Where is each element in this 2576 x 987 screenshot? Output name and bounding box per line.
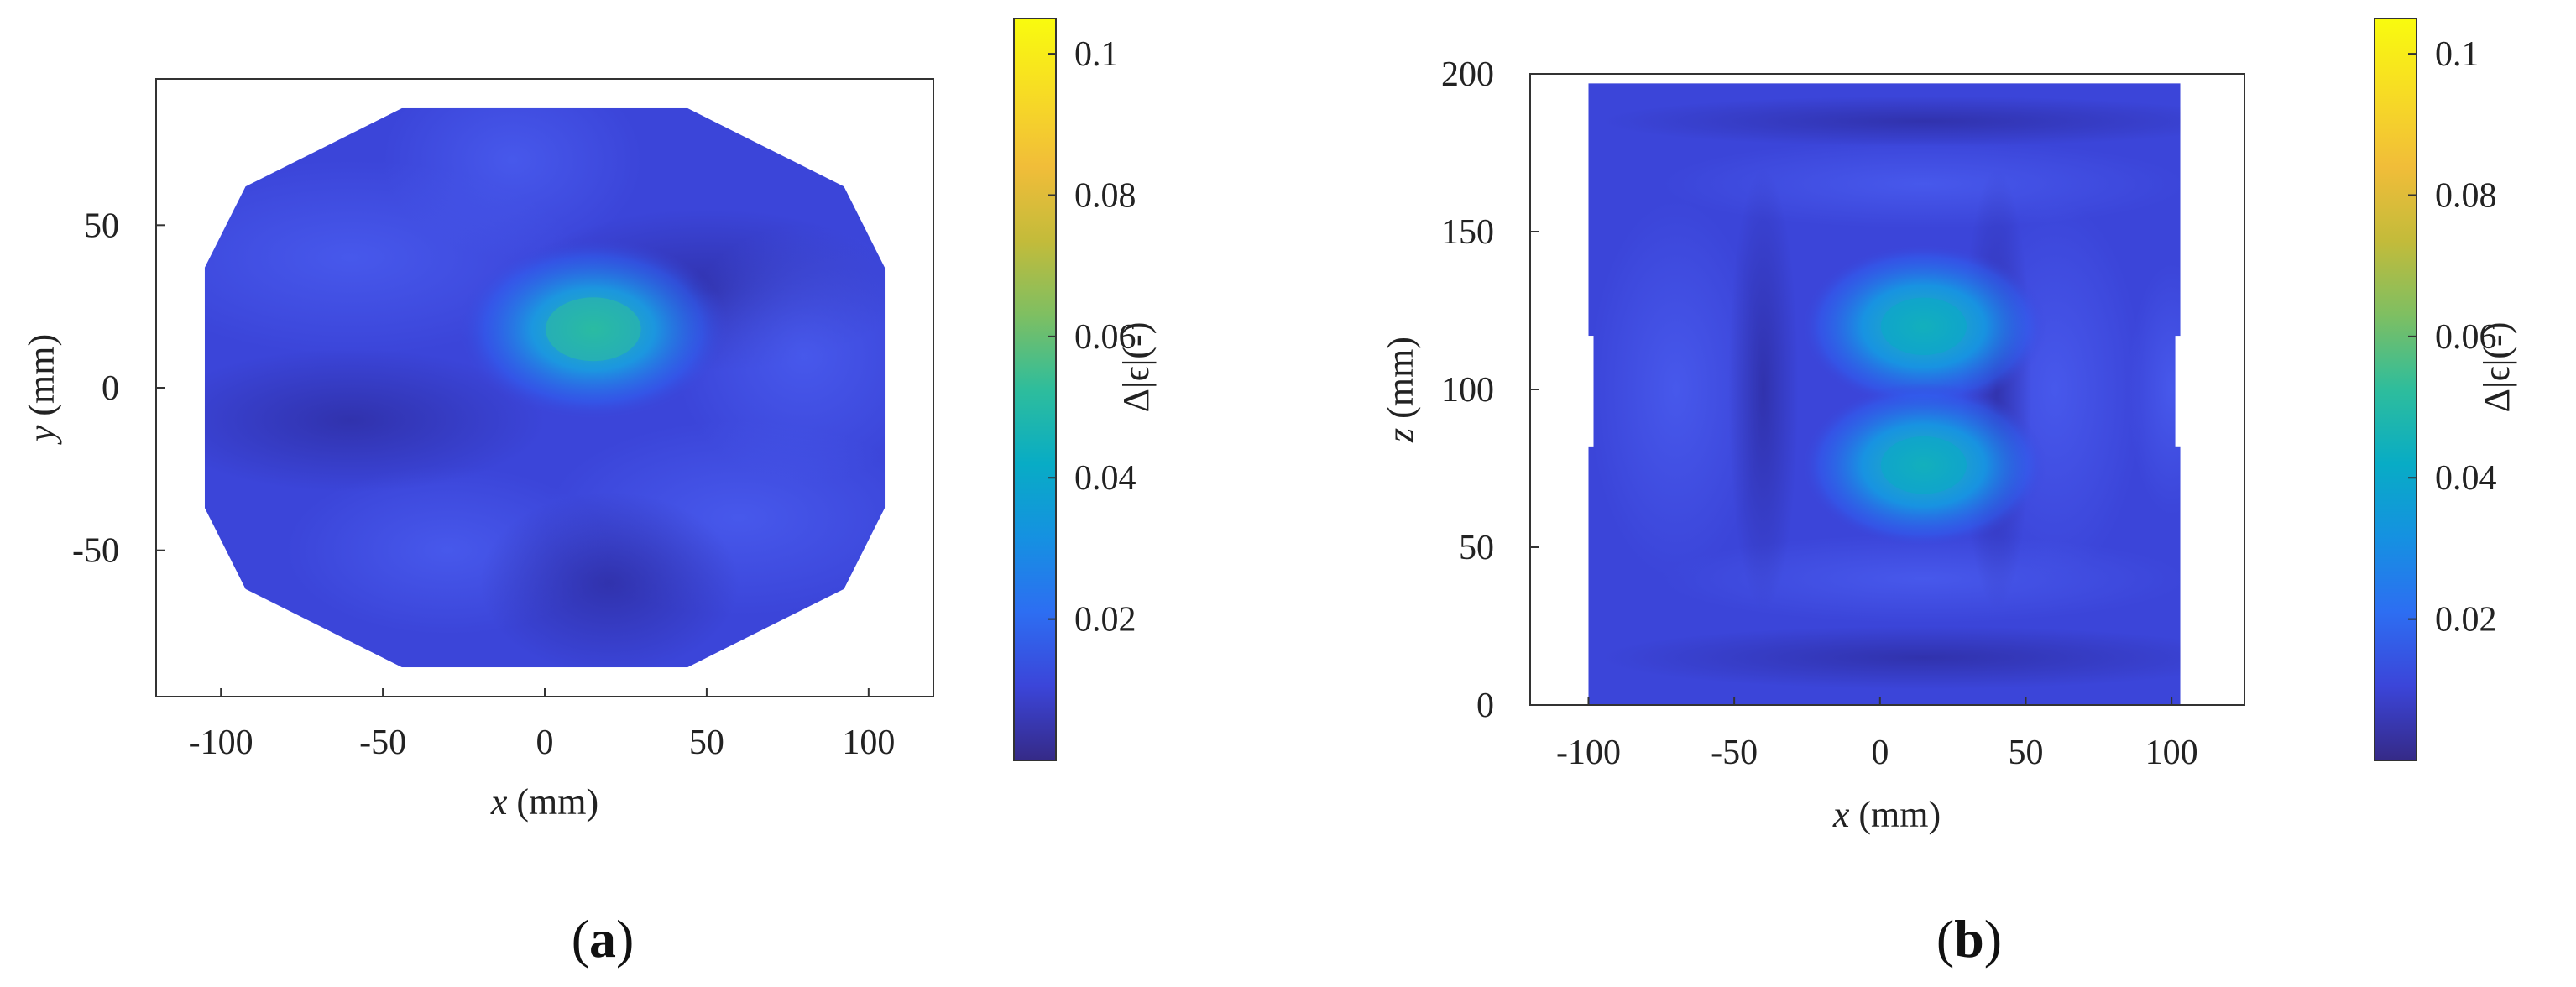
colorbar-tick-label: 0.08 (2435, 176, 2497, 215)
panel-b: -100 -50 0 50 100 0 50 100 150 200 x (mm) z (mm)… (1380, 18, 2517, 969)
x-tick-label: -50 (1711, 734, 1758, 772)
texture-blob (1728, 168, 1799, 611)
panel-label-b: (b) (1936, 909, 2002, 969)
x-tick-label: 100 (842, 723, 895, 762)
y-axis-label-b: z (mm) (1380, 337, 1421, 443)
colorbar-gradient (2374, 18, 2417, 761)
x-ticks-b: -100 -50 0 50 100 (1556, 697, 2198, 772)
y-tick-label: -50 (72, 532, 119, 571)
x-tick-label: -50 (359, 723, 406, 762)
texture-blob (383, 107, 642, 258)
y-tick-label: 50 (1459, 529, 1494, 567)
x-axis-label-b: x (mm) (1832, 794, 1941, 835)
colorbar-tick-label: 0.08 (1074, 176, 1136, 215)
x-tick-label: -100 (1556, 734, 1621, 772)
texture-blob (204, 348, 545, 492)
colorbar-label: Δ|ϵ|(-) (2476, 322, 2517, 413)
x-tick-label: 0 (1871, 734, 1889, 772)
colorbar-tick-label: 0.06 (1074, 318, 1136, 357)
colorbar-label: Δ|ϵ|(-) (1116, 322, 1157, 413)
hotspot-core-1 (546, 297, 641, 362)
colorbar-tick-label: 0.02 (2435, 601, 2497, 640)
colorbar-tick-label: 0.04 (1074, 459, 1136, 498)
colorbar-b: 0.02 0.04 0.06 0.08 0.1 Δ|ϵ|(-) (2374, 18, 2517, 761)
texture-blob (1661, 139, 2181, 229)
texture-blob (1602, 96, 2181, 147)
y-tick-label: 50 (84, 206, 119, 245)
colorbar-gradient (1013, 18, 1057, 761)
y-axis-label-a: y (mm) (21, 334, 62, 445)
colorbar-tick-label: 0.1 (2435, 35, 2479, 74)
colorbar-tick-label: 0.1 (1074, 35, 1119, 74)
x-ticks-a: -100 -50 0 50 100 (189, 688, 895, 762)
texture-blob (2128, 263, 2181, 516)
colorbar-tick-label: 0.02 (1074, 601, 1136, 640)
x-tick-label: 0 (536, 723, 554, 762)
x-tick-label: 50 (2008, 734, 2043, 772)
y-tick-label: 0 (102, 369, 119, 408)
colorbar-tick-label: 0.04 (2435, 459, 2497, 498)
texture-blob (1602, 626, 2181, 690)
y-tick-label: 200 (1441, 55, 1494, 94)
colorbar-tick-label: 0.06 (2435, 318, 2497, 357)
hotspot-core-2 (1880, 436, 1967, 494)
y-tick-label: 150 (1441, 213, 1494, 252)
y-tick-label: 0 (1476, 687, 1494, 725)
texture-blob (479, 491, 739, 668)
y-ticks-a: -50 0 50 (72, 206, 165, 571)
heatmap-a (204, 107, 886, 668)
heatmap-b (1588, 83, 2181, 706)
panel-label-a: (a) (572, 909, 635, 969)
texture-blob (674, 225, 886, 486)
colorbar-a: 0.02 0.04 0.06 0.08 0.1 Δ|ϵ|(-) (1013, 18, 1157, 761)
x-axis-label-a: x (mm) (490, 781, 598, 822)
texture-blob (1588, 200, 1763, 579)
y-tick-label: 100 (1441, 371, 1494, 410)
texture-blob (1661, 534, 2181, 624)
y-ticks-b: 0 50 100 150 200 (1441, 55, 1539, 725)
x-tick-label: -100 (189, 723, 253, 762)
x-tick-label: 50 (689, 723, 724, 762)
hotspot-core-1 (1880, 297, 1967, 356)
x-tick-label: 100 (2145, 734, 2198, 772)
